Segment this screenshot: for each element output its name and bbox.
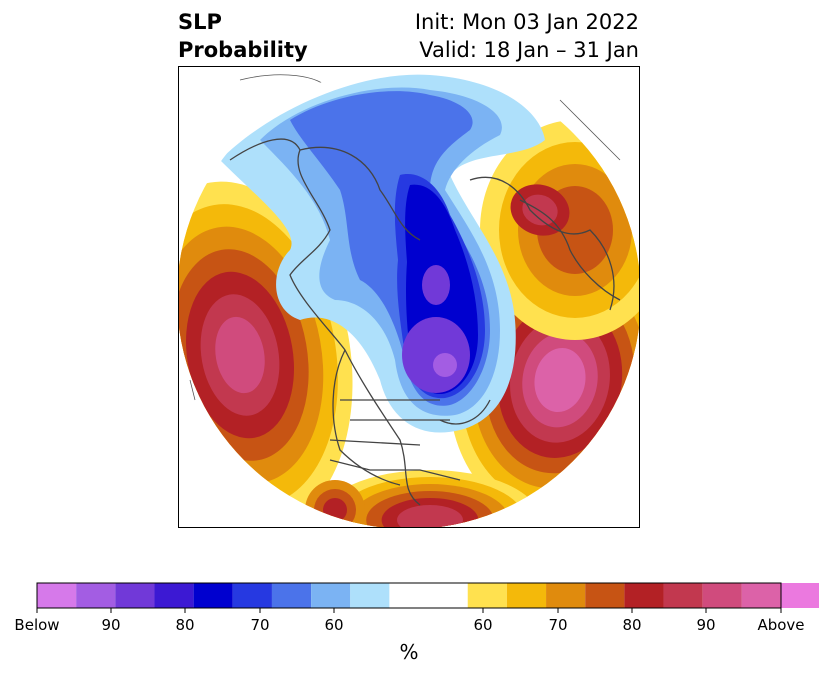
coastline-6	[439, 399, 491, 425]
colorbar-unit: %	[399, 640, 419, 664]
probability-field	[178, 66, 640, 528]
colorbar-swatch-7	[271, 583, 312, 608]
colorbar-swatch-1	[37, 583, 77, 608]
colorbar-swatch-2	[76, 583, 116, 608]
colorbar-swatch-13	[546, 583, 586, 608]
colorbar-label-2: 90	[101, 616, 121, 634]
colorbar-frame	[36, 582, 782, 609]
colorbar-swatch-4	[154, 583, 194, 608]
colorbar-swatch-14	[585, 583, 625, 608]
colorbar	[36, 582, 819, 613]
south-level-6	[397, 505, 463, 528]
coastline-7	[329, 459, 461, 481]
colorbar-swatch-19	[781, 583, 819, 608]
south-west-level-3	[323, 498, 347, 522]
colorbar-label-8: 80	[622, 616, 642, 634]
below-level-8	[433, 353, 457, 377]
colorbar-label-9: 90	[696, 616, 716, 634]
colorbar-label-1: Below	[14, 616, 60, 634]
colorbar-label-10: Above	[757, 616, 805, 634]
colorbar-swatch-9	[350, 583, 390, 608]
colorbar-swatch-8	[311, 583, 351, 608]
colorbar-swatch-10	[389, 583, 468, 608]
below-level-7	[402, 317, 470, 393]
coastline-1	[229, 138, 421, 506]
colorbar-swatch-16	[663, 583, 703, 608]
title-subtitle: Probability	[178, 38, 308, 62]
map-title: SLP Probability	[178, 8, 308, 64]
colorbar-label-5: 60	[324, 616, 344, 634]
colorbar-label-3: 80	[175, 616, 195, 634]
colorbar-swatch-15	[624, 583, 664, 608]
map-dates: Init: Mon 03 Jan 2022 Valid: 18 Jan – 31…	[415, 8, 639, 64]
below-level-7b	[422, 265, 450, 305]
coastlines	[229, 138, 621, 506]
colorbar-label-6: 60	[473, 616, 493, 634]
colorbar-swatch-6	[232, 583, 272, 608]
colorbar-swatch-11	[467, 583, 507, 608]
coastline-5	[519, 199, 621, 301]
colorbar-label-4: 70	[250, 616, 270, 634]
coastline-10	[329, 439, 421, 446]
outer-coast-2	[559, 99, 621, 161]
outer-coast-4	[189, 379, 196, 401]
atlantic-level-8	[534, 347, 586, 413]
colorbar-swatch-12	[506, 583, 547, 608]
colorbar-swatch-18	[741, 583, 781, 608]
south-above-region	[305, 470, 540, 528]
colorbar-swatch-3	[115, 583, 155, 608]
colorbar-swatch-17	[702, 583, 742, 608]
coastline-3	[299, 146, 421, 241]
colorbar-label-7: 70	[548, 616, 568, 634]
title-variable: SLP	[178, 10, 222, 34]
pacific-level-7	[215, 316, 265, 394]
init-date: Init: Mon 03 Jan 2022	[414, 10, 639, 34]
coastline-4	[469, 176, 615, 311]
arctic-below-region	[220, 74, 545, 433]
colorbar-swatch-5	[193, 583, 233, 608]
coastline-2	[332, 349, 401, 486]
map-panel	[178, 66, 640, 528]
valid-date: Valid: 18 Jan – 31 Jan	[419, 38, 639, 62]
